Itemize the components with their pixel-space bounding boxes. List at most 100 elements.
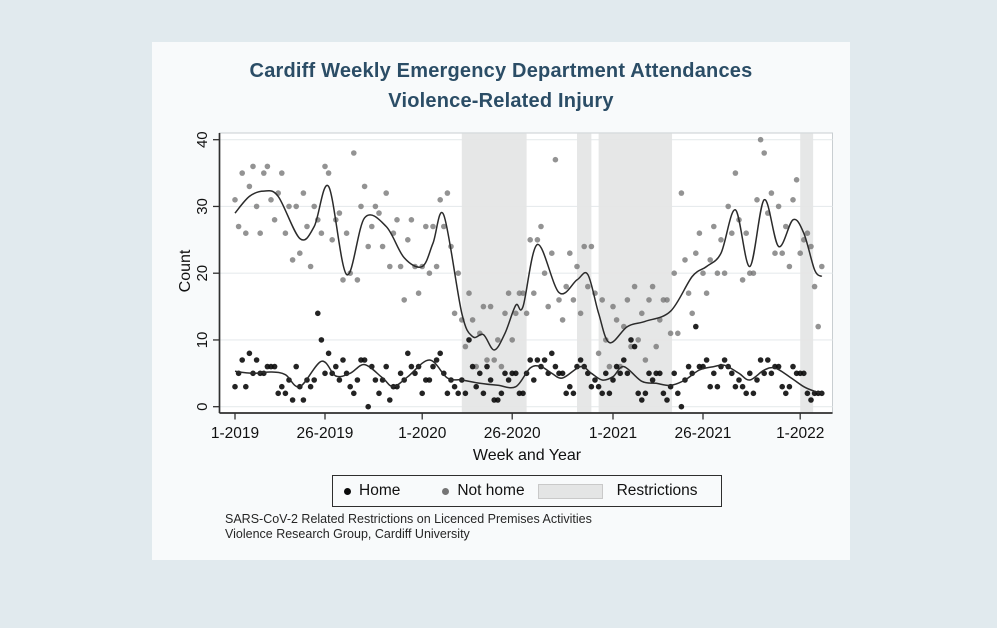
not-home-point [351, 150, 357, 156]
not-home-point [520, 290, 526, 297]
home-point [520, 390, 526, 397]
not-home-point [376, 210, 382, 216]
home-point [408, 363, 415, 370]
not-home-point [513, 310, 519, 317]
home-point [678, 403, 685, 410]
not-home-point [505, 290, 512, 297]
not-home-point [387, 263, 393, 270]
not-home-point [243, 230, 249, 236]
not-home-point [585, 283, 591, 290]
not-home-point [667, 330, 674, 337]
not-home-point [495, 337, 501, 343]
home-point [801, 370, 807, 377]
home-point [253, 357, 260, 363]
home-point [660, 390, 667, 397]
not-home-point [549, 250, 555, 256]
home-point [354, 377, 361, 383]
restrictions-swatch-icon [537, 483, 603, 499]
home-point [289, 397, 296, 403]
home-point [707, 383, 713, 390]
home-point [649, 377, 656, 383]
legend-box: Home Not home Restrictions [332, 475, 722, 507]
not-home-point [689, 310, 695, 317]
not-home-point [545, 303, 551, 310]
not-home-point [639, 310, 645, 317]
home-point [570, 390, 577, 397]
home-point [372, 377, 379, 383]
home-point [451, 383, 458, 390]
home-point [361, 357, 368, 363]
home-point [588, 383, 595, 390]
not-home-point [671, 270, 677, 277]
home-point [498, 390, 505, 397]
not-home-point [232, 197, 238, 203]
not-home-point [653, 343, 659, 350]
not-home-point [790, 197, 796, 203]
home-point [577, 357, 584, 363]
home-point [282, 390, 289, 397]
restriction-band [598, 133, 673, 413]
not-home-point [423, 223, 429, 230]
not-home-point [268, 197, 274, 203]
not-home-point [703, 290, 710, 297]
not-home-point [329, 237, 336, 243]
not-home-point [235, 223, 242, 230]
home-point [757, 357, 764, 363]
not-home-point [523, 310, 530, 317]
home-point [333, 363, 339, 370]
home-point [541, 357, 548, 363]
not-home-point [340, 277, 346, 283]
not-home-point [804, 230, 811, 236]
not-home-point [718, 237, 724, 243]
not-home-point [300, 190, 307, 196]
home-point [243, 383, 249, 390]
not-home-point [502, 310, 508, 317]
not-home-point [610, 303, 616, 310]
not-home-point [415, 290, 422, 297]
not-home-point [599, 297, 605, 303]
not-home-point [808, 243, 814, 250]
home-point [642, 390, 649, 397]
not-home-point [675, 330, 681, 337]
home-point [376, 390, 382, 397]
not-home-point [797, 250, 803, 256]
home-point [477, 370, 483, 377]
restriction-band [461, 133, 527, 413]
home-point [729, 370, 735, 377]
not-home-point [588, 243, 595, 250]
not-home-point [484, 357, 490, 363]
not-home-point [772, 250, 778, 256]
not-home-point [325, 170, 332, 176]
home-point [743, 390, 749, 397]
home-point [711, 370, 717, 377]
home-point [628, 337, 634, 343]
not-home-point [336, 210, 343, 216]
home-point [808, 397, 814, 403]
home-point [736, 377, 742, 383]
footnote-line1: SARS-CoV-2 Related Restrictions on Licen… [225, 512, 592, 526]
home-point [336, 377, 343, 383]
not-home-marker-dot-icon [442, 487, 450, 495]
x-axis-title: Week and Year [472, 447, 582, 464]
home-point [322, 370, 328, 377]
home-point [768, 370, 775, 377]
x-tick-label: 1-2019 [211, 425, 259, 442]
not-home-point [775, 203, 782, 210]
home-point [531, 377, 537, 383]
not-home-point [491, 357, 498, 363]
home-point [703, 357, 710, 363]
not-home-point [354, 277, 361, 283]
home-point [397, 370, 404, 377]
not-home-point [307, 263, 314, 270]
not-home-point [437, 197, 444, 203]
not-home-point [318, 230, 325, 236]
home-point [761, 370, 767, 377]
not-home-point [811, 283, 818, 290]
not-home-point [531, 290, 537, 297]
not-home-point [631, 283, 638, 290]
home-point [300, 397, 307, 403]
home-point [559, 370, 566, 377]
home-point [487, 377, 494, 383]
not-home-point [729, 230, 735, 236]
not-home-point [574, 263, 580, 270]
